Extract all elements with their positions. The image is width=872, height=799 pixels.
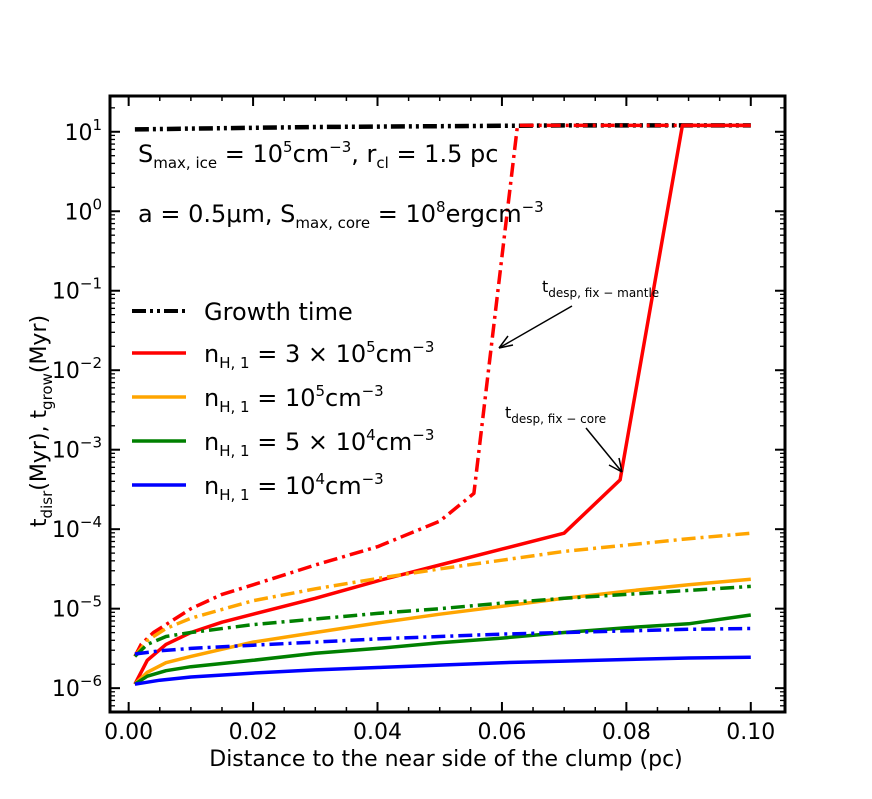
series-red-solid bbox=[133, 123, 751, 686]
series-layer bbox=[133, 123, 752, 686]
x-tick-label: 0.04 bbox=[353, 720, 402, 745]
x-axis-label: Distance to the near side of the clump (… bbox=[209, 747, 683, 772]
arrow-head-core bbox=[608, 457, 623, 473]
x-tick-label: 0.06 bbox=[477, 720, 526, 745]
arrow-label-core: tdesp, fix − core bbox=[505, 403, 606, 426]
legend: Growth time nH, 1 = 3 × 105cm−3 nH, 1 = … bbox=[132, 298, 434, 504]
y-tick-label: 10−3 bbox=[52, 434, 102, 464]
arrow-line-mantle bbox=[498, 305, 573, 349]
ticks-layer: 0.00 0.02 0.04 0.06 0.08 0.10 10−6 10−5 10−4 10−3… bbox=[52, 96, 785, 745]
legend-label-growth: Growth time bbox=[204, 298, 353, 326]
series-red-dashdot bbox=[133, 123, 751, 658]
y-label-mid1: (Myr), t bbox=[27, 410, 52, 491]
y-axis-label: tdisr(Myr), tgrow(Myr) bbox=[27, 315, 56, 527]
x-tick-label: 0.02 bbox=[229, 720, 278, 745]
y-tick-label: 10−1 bbox=[52, 275, 102, 305]
annotation-line-2: a = 0.5μm, Smax, core = 108ergcm−3 bbox=[138, 198, 544, 232]
x-tick-label: 0.08 bbox=[602, 720, 651, 745]
arrow-head-mantle bbox=[498, 335, 514, 349]
y-label-sub1: disr bbox=[38, 490, 56, 519]
series-green-dashdot bbox=[133, 584, 751, 658]
y-tick-label: 10−6 bbox=[52, 672, 102, 702]
y-label-mid2: (Myr) bbox=[27, 315, 52, 373]
y-tick-label: 10−2 bbox=[52, 354, 102, 384]
arrow-label-mantle: tdesp, fix − mantle bbox=[542, 277, 659, 300]
y-label-sub2: grow bbox=[38, 373, 56, 410]
legend-label-red: nH, 1 = 3 × 105cm−3 bbox=[204, 338, 434, 372]
x-tick-label: 0.00 bbox=[104, 720, 153, 745]
plot-frame bbox=[108, 94, 787, 714]
arrow-line-core bbox=[585, 427, 623, 473]
legend-label-blue: nH, 1 = 104cm−3 bbox=[204, 470, 384, 504]
series-blue-dashdot bbox=[134, 626, 751, 656]
y-tick-label: 10−4 bbox=[52, 513, 102, 543]
series-green-solid bbox=[133, 613, 752, 686]
annotation-line-1: Smax, ice = 105cm−3, rcl = 1.5 pc bbox=[138, 138, 498, 172]
y-tick-label: 100 bbox=[64, 195, 102, 225]
series-orange-solid bbox=[133, 577, 751, 686]
y-label-t1: t bbox=[27, 518, 52, 527]
legend-label-orange: nH, 1 = 105cm−3 bbox=[204, 382, 384, 416]
x-tick-label: 0.10 bbox=[726, 720, 775, 745]
y-tick-label: 101 bbox=[64, 116, 102, 146]
y-tick-label: 10−5 bbox=[52, 593, 102, 623]
legend-label-green: nH, 1 = 5 × 104cm−3 bbox=[204, 426, 434, 460]
series-blue-solid bbox=[134, 655, 751, 686]
